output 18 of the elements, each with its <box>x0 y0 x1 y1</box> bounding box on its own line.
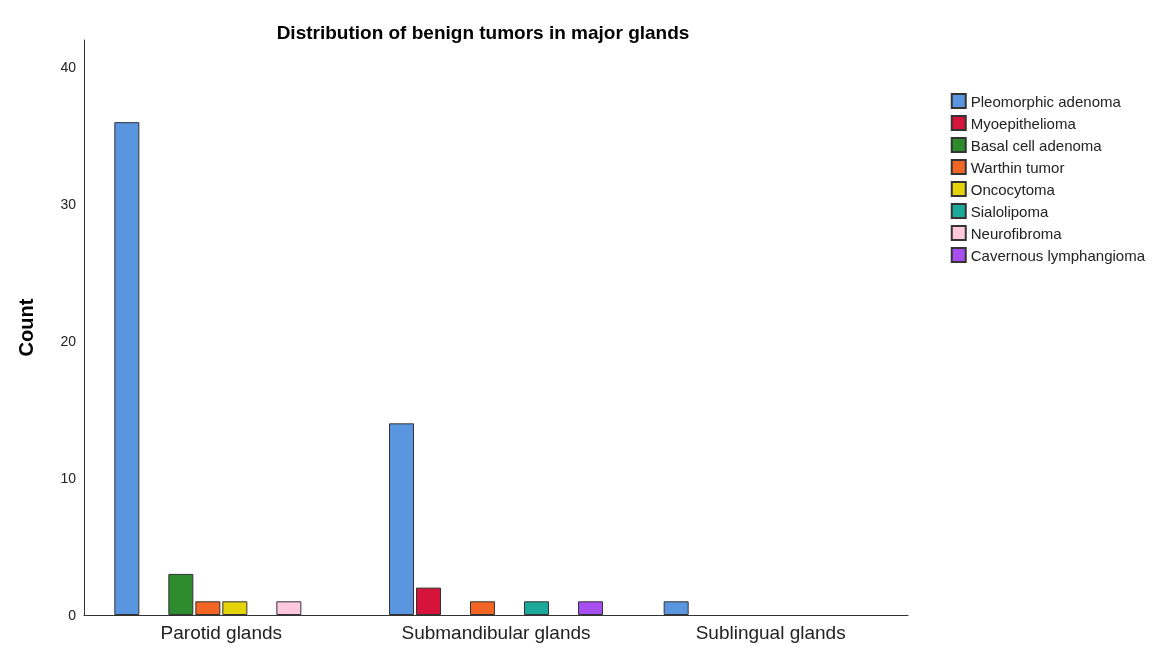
legend-label: Basal cell adenoma <box>970 136 1103 154</box>
legend-label: Neurofibroma <box>970 224 1063 242</box>
legend-label: Myoepithelioma <box>970 114 1077 132</box>
legend-label: Sialolipoma <box>970 202 1049 220</box>
y-tick-label: 40 <box>60 59 77 76</box>
x-tick-label: Sublingual glands <box>695 622 846 643</box>
y-tick-label: 0 <box>68 607 77 623</box>
legend-label: Pleomorphic adenoma <box>970 92 1122 110</box>
chart-title: Distribution of benign tumors in major glands <box>276 22 690 43</box>
y-axis-title: Count <box>15 298 37 357</box>
x-tick-label: Parotid glands <box>160 622 283 643</box>
legend-label: Cavernous lymphangioma <box>970 246 1146 264</box>
y-tick-label: 10 <box>60 470 77 487</box>
y-tick-label: 20 <box>60 333 77 350</box>
x-tick-label: Submandibular glands <box>401 622 591 643</box>
legend-label: Oncocytoma <box>970 180 1056 198</box>
legend-label: Warthin tumor <box>970 158 1065 176</box>
y-tick-label: 30 <box>60 196 77 213</box>
